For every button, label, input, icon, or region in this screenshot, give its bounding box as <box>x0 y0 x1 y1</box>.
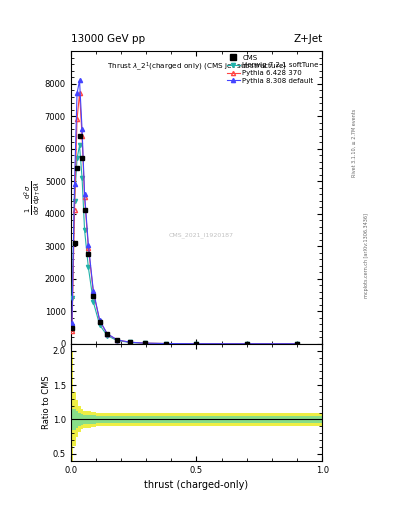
Text: Thrust $\lambda\_2^1$(charged only) (CMS jet substructure): Thrust $\lambda\_2^1$(charged only) (CMS… <box>107 60 286 73</box>
Pythia 8.308 default <box>70 319 74 326</box>
Pythia 6.428 370 <box>164 340 169 347</box>
CMS <box>105 331 110 337</box>
Pythia 6.428 370 <box>115 337 119 343</box>
Pythia 6.428 370 <box>91 289 96 295</box>
Pythia 6.428 370 <box>194 340 199 347</box>
Text: CMS_2021_I1920187: CMS_2021_I1920187 <box>169 232 234 239</box>
Pythia 6.428 370 <box>105 331 110 337</box>
CMS <box>82 207 87 214</box>
Pythia 8.308 default <box>72 181 77 187</box>
Pythia 8.308 default <box>82 191 87 197</box>
Pythia 6.428 370 <box>86 245 91 251</box>
Pythia 8.308 default <box>91 288 96 294</box>
CMS <box>70 325 74 331</box>
Pythia 8.308 default <box>164 340 169 347</box>
Pythia 6.428 370 <box>127 339 132 345</box>
Herwig 7.2.1 softTune <box>82 227 87 233</box>
Herwig 7.2.1 softTune <box>91 299 96 305</box>
X-axis label: thrust (charged-only): thrust (charged-only) <box>145 480 248 490</box>
Herwig 7.2.1 softTune <box>143 340 147 346</box>
Y-axis label: $\frac{1}{\mathrm{d}\sigma}\,\frac{\mathrm{d}^2\sigma}{\mathrm{d}p_T\,\mathrm{d}: $\frac{1}{\mathrm{d}\sigma}\,\frac{\math… <box>22 180 43 215</box>
CMS <box>143 340 147 346</box>
Pythia 8.308 default <box>194 340 199 347</box>
Herwig 7.2.1 softTune <box>295 340 299 347</box>
CMS <box>97 318 102 325</box>
Herwig 7.2.1 softTune <box>115 337 119 344</box>
Text: 13000 GeV pp: 13000 GeV pp <box>71 33 145 44</box>
CMS <box>72 240 77 246</box>
CMS <box>127 339 132 345</box>
Herwig 7.2.1 softTune <box>77 142 82 148</box>
Herwig 7.2.1 softTune <box>86 264 91 270</box>
Herwig 7.2.1 softTune <box>75 156 79 162</box>
Text: Rivet 3.1.10, ≥ 2.7M events: Rivet 3.1.10, ≥ 2.7M events <box>352 109 357 178</box>
Herwig 7.2.1 softTune <box>164 340 169 347</box>
CMS <box>77 133 82 139</box>
Y-axis label: Ratio to CMS: Ratio to CMS <box>42 375 51 429</box>
Pythia 8.308 default <box>86 242 91 248</box>
CMS <box>86 251 91 258</box>
Text: mcplots.cern.ch [arXiv:1306.3436]: mcplots.cern.ch [arXiv:1306.3436] <box>364 214 369 298</box>
Herwig 7.2.1 softTune <box>72 198 77 204</box>
Pythia 8.308 default <box>127 339 132 345</box>
Text: Z+Jet: Z+Jet <box>293 33 322 44</box>
Pythia 8.308 default <box>295 340 299 347</box>
CMS <box>80 156 84 162</box>
Pythia 8.308 default <box>77 77 82 83</box>
Legend: CMS, Herwig 7.2.1 softTune, Pythia 6.428 370, Pythia 8.308 default: CMS, Herwig 7.2.1 softTune, Pythia 6.428… <box>226 53 320 86</box>
CMS <box>194 340 199 347</box>
Herwig 7.2.1 softTune <box>194 340 199 347</box>
Pythia 8.308 default <box>80 126 84 132</box>
CMS <box>295 340 299 347</box>
CMS <box>164 340 169 347</box>
Line: Herwig 7.2.1 softTune: Herwig 7.2.1 softTune <box>70 143 299 346</box>
Pythia 6.428 370 <box>97 317 102 324</box>
Herwig 7.2.1 softTune <box>80 175 84 181</box>
Pythia 6.428 370 <box>75 116 79 122</box>
Pythia 6.428 370 <box>70 328 74 334</box>
Line: Pythia 6.428 370: Pythia 6.428 370 <box>70 91 299 346</box>
CMS <box>91 292 96 298</box>
Pythia 8.308 default <box>244 340 249 347</box>
Pythia 8.308 default <box>143 340 147 346</box>
Herwig 7.2.1 softTune <box>244 340 249 347</box>
Pythia 6.428 370 <box>143 340 147 346</box>
Pythia 6.428 370 <box>244 340 249 347</box>
CMS <box>244 340 249 347</box>
Pythia 6.428 370 <box>77 91 82 97</box>
Herwig 7.2.1 softTune <box>127 339 132 346</box>
Herwig 7.2.1 softTune <box>70 295 74 302</box>
Line: CMS: CMS <box>70 134 299 346</box>
Pythia 8.308 default <box>97 317 102 323</box>
CMS <box>115 337 119 343</box>
Herwig 7.2.1 softTune <box>105 333 110 339</box>
Pythia 6.428 370 <box>295 340 299 347</box>
CMS <box>75 165 79 172</box>
Pythia 8.308 default <box>105 331 110 337</box>
Pythia 8.308 default <box>75 91 79 97</box>
Pythia 8.308 default <box>115 337 119 343</box>
Herwig 7.2.1 softTune <box>97 322 102 328</box>
Pythia 6.428 370 <box>82 195 87 201</box>
Pythia 6.428 370 <box>72 207 77 214</box>
Line: Pythia 8.308 default: Pythia 8.308 default <box>70 78 299 346</box>
Pythia 6.428 370 <box>80 133 84 139</box>
